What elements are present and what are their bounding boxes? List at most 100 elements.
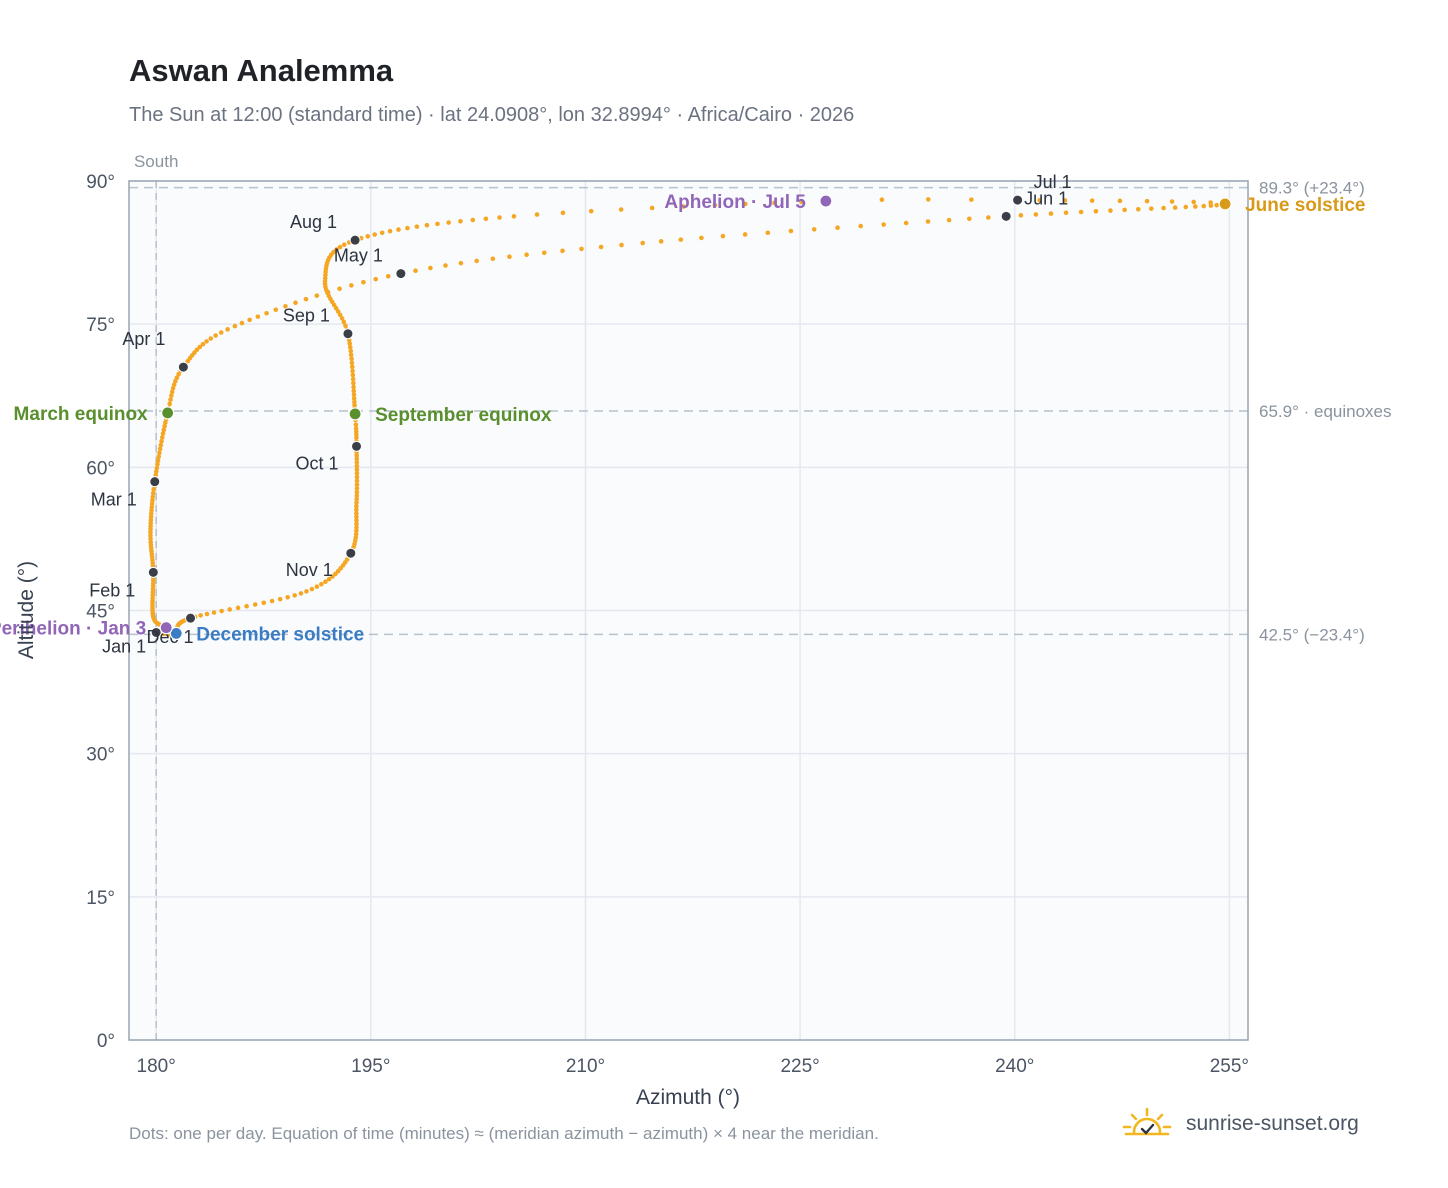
daily-sun-dot — [211, 610, 217, 615]
daily-sun-dot — [354, 493, 360, 499]
daily-sun-dot — [443, 263, 448, 268]
daily-sun-dot — [881, 222, 886, 227]
daily-sun-dot — [309, 586, 315, 592]
event-marker-label: March equinox — [14, 404, 149, 425]
daily-sun-dot — [483, 216, 489, 222]
daily-sun-dot — [598, 244, 604, 250]
daily-sun-dot — [151, 487, 156, 492]
x-tick-label: 180° — [137, 1056, 176, 1077]
daily-sun-dot — [169, 393, 174, 399]
daily-sun-dot — [354, 521, 359, 527]
daily-sun-dot — [1149, 206, 1154, 211]
x-tick-label: 225° — [780, 1056, 819, 1077]
daily-sun-dot — [349, 356, 354, 362]
daily-sun-dot — [348, 352, 354, 358]
month-marker-label: Jan 1 — [102, 636, 146, 656]
daily-sun-dot — [560, 210, 566, 216]
daily-sun-dot — [314, 584, 320, 589]
daily-sun-dot — [204, 339, 209, 344]
daily-sun-dot — [347, 341, 353, 346]
daily-sun-dot — [348, 348, 354, 354]
event-marker-label: Perihelion · Jan 3 — [0, 619, 146, 640]
daily-sun-dot — [337, 312, 343, 318]
daily-sun-dot — [333, 571, 338, 577]
daily-sun-dot — [148, 536, 153, 542]
event-marker-dot — [819, 194, 833, 208]
daily-sun-dot — [293, 300, 298, 306]
daily-sun-dot — [699, 235, 704, 241]
daily-sun-dot — [470, 217, 476, 223]
daily-sun-dot — [353, 531, 359, 537]
daily-sun-dot — [925, 197, 931, 202]
daily-sun-dot — [858, 223, 864, 229]
daily-sun-dot — [579, 246, 584, 252]
daily-sun-dot — [337, 244, 343, 250]
daily-sun-dot — [354, 467, 360, 472]
daily-sun-dot — [351, 380, 356, 386]
x-tick-label: 255° — [1210, 1056, 1249, 1077]
daily-sun-dot — [354, 463, 360, 469]
daily-sun-dot — [835, 225, 840, 231]
daily-sun-dot — [347, 344, 353, 350]
daily-sun-dot — [333, 305, 339, 311]
daily-sun-dot — [354, 525, 359, 530]
daily-sun-dot — [799, 199, 804, 205]
daily-sun-dot — [149, 501, 155, 506]
month-marker-label: Oct 1 — [296, 453, 339, 473]
daily-sun-dot — [1172, 205, 1178, 210]
daily-sun-dot — [1183, 204, 1189, 210]
daily-sun-dot — [264, 310, 269, 316]
daily-sun-dot — [283, 303, 288, 309]
daily-sun-dot — [354, 482, 360, 487]
daily-sun-dot — [349, 360, 355, 366]
month-marker-dot — [345, 547, 357, 559]
altitude-reference-label: 89.3° (+23.4°) — [1259, 179, 1365, 198]
daily-sun-dot — [1093, 208, 1099, 214]
daily-sun-dot — [354, 478, 360, 484]
daily-sun-dot — [405, 225, 410, 231]
daily-sun-dot — [157, 450, 162, 456]
plot-frame — [128, 180, 1249, 1041]
month-marker-label: Apr 1 — [122, 329, 165, 349]
event-marker-label: September equinox — [375, 405, 552, 426]
daily-sun-dot — [354, 503, 359, 509]
brand-name: sunrise-sunset.org — [1186, 1112, 1359, 1135]
daily-sun-dot — [354, 456, 360, 462]
month-marker-label: Feb 1 — [89, 580, 135, 600]
event-marker-label: December solstice — [196, 624, 364, 645]
daily-sun-dot — [160, 431, 166, 436]
daily-sun-dot — [1089, 198, 1095, 203]
daily-sun-dot — [323, 579, 328, 584]
event-marker-dot — [169, 626, 183, 641]
daily-sun-dot — [330, 574, 335, 579]
daily-sun-dot — [314, 293, 320, 298]
meridian-label: South — [134, 152, 178, 171]
brand[interactable]: sunrise-sunset.org — [1120, 1104, 1359, 1144]
daily-sun-dot — [511, 214, 517, 219]
daily-sun-dot — [946, 217, 952, 223]
daily-sun-dot — [149, 508, 154, 513]
y-tick-label: 0° — [97, 1031, 115, 1052]
daily-sun-dot — [414, 224, 420, 229]
month-marker-label: Nov 1 — [286, 560, 333, 580]
daily-sun-dot — [269, 598, 275, 604]
daily-sun-dot — [1214, 202, 1220, 208]
daily-sun-dot — [219, 608, 224, 614]
daily-sun-dot — [534, 212, 540, 217]
daily-sun-dot — [343, 323, 348, 329]
month-marker-dot — [1000, 210, 1012, 222]
month-marker-dot — [1012, 194, 1024, 206]
daily-sun-dot — [490, 256, 496, 262]
daily-sun-dot — [966, 216, 972, 222]
daily-sun-dot — [649, 205, 655, 211]
daily-sun-dot — [153, 469, 159, 474]
daily-sun-dot — [171, 382, 177, 388]
daily-sun-dot — [903, 220, 909, 226]
daily-sun-dot — [285, 594, 290, 600]
y-tick-label: 30° — [86, 745, 115, 766]
daily-sun-dot — [161, 427, 167, 433]
daily-sun-dot — [339, 316, 345, 321]
daily-sun-dot — [1018, 213, 1024, 218]
daily-sun-dot — [235, 605, 241, 611]
daily-sun-dot — [162, 423, 167, 429]
